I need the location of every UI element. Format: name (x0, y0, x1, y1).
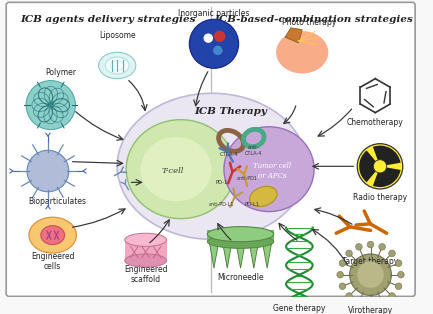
Text: anti-PD1: anti-PD1 (237, 176, 258, 181)
Circle shape (339, 283, 346, 290)
Text: T-cell: T-cell (162, 167, 184, 175)
Text: Bioparticulates: Bioparticulates (29, 197, 87, 206)
Text: ICB-based-combination strategies: ICB-based-combination strategies (214, 14, 413, 24)
Circle shape (373, 160, 387, 173)
Circle shape (397, 271, 404, 278)
Text: Liposome: Liposome (99, 31, 136, 40)
Ellipse shape (41, 226, 65, 245)
Bar (125, 240, 167, 261)
Ellipse shape (141, 137, 211, 201)
Circle shape (346, 293, 352, 299)
Text: CTLA-4: CTLA-4 (220, 152, 239, 157)
Ellipse shape (249, 187, 277, 207)
Circle shape (379, 299, 385, 306)
Ellipse shape (99, 52, 136, 79)
Ellipse shape (117, 93, 307, 239)
Circle shape (357, 144, 403, 189)
Ellipse shape (224, 127, 314, 212)
Text: Photo therapy: Photo therapy (282, 18, 336, 27)
Circle shape (389, 293, 395, 299)
Text: anti-
CTLA-4: anti- CTLA-4 (245, 145, 262, 156)
Text: Inorganic particles: Inorganic particles (178, 9, 250, 18)
Circle shape (350, 254, 391, 295)
Ellipse shape (125, 233, 167, 246)
Text: Engineered
cells: Engineered cells (31, 252, 74, 271)
Text: PD-1: PD-1 (215, 180, 228, 185)
Ellipse shape (125, 254, 167, 267)
Circle shape (395, 260, 402, 267)
Circle shape (27, 150, 69, 192)
Text: Virotherapy: Virotherapy (348, 306, 393, 314)
Circle shape (189, 19, 239, 68)
Text: Tumor cell
or APCs: Tumor cell or APCs (253, 162, 291, 180)
Wedge shape (373, 166, 401, 187)
Circle shape (204, 33, 213, 43)
Polygon shape (249, 242, 259, 268)
Text: Radio therapy: Radio therapy (353, 193, 407, 202)
Text: PD-L1: PD-L1 (244, 202, 259, 207)
Ellipse shape (29, 217, 76, 253)
Circle shape (379, 244, 385, 250)
Circle shape (367, 301, 374, 308)
Circle shape (337, 271, 343, 278)
Text: Microneedle: Microneedle (217, 273, 264, 282)
Wedge shape (373, 146, 401, 166)
Bar (207, 230, 274, 242)
Ellipse shape (207, 235, 274, 248)
Polygon shape (209, 242, 219, 268)
Circle shape (389, 250, 395, 257)
Circle shape (214, 30, 225, 42)
FancyBboxPatch shape (6, 2, 415, 296)
Circle shape (355, 244, 362, 250)
Text: Polymer: Polymer (45, 68, 76, 77)
Circle shape (367, 241, 374, 248)
Circle shape (346, 250, 352, 257)
Polygon shape (223, 242, 232, 268)
Polygon shape (262, 242, 272, 268)
Circle shape (26, 81, 75, 130)
Text: ICB agents delivery strategies: ICB agents delivery strategies (20, 14, 196, 24)
Ellipse shape (126, 120, 235, 219)
Ellipse shape (110, 61, 124, 70)
Polygon shape (285, 28, 302, 43)
Text: anti-PD-L1: anti-PD-L1 (209, 202, 234, 207)
Text: Engineered
scaffold: Engineered scaffold (124, 265, 168, 284)
Polygon shape (236, 242, 245, 268)
Circle shape (355, 299, 362, 306)
Circle shape (395, 283, 402, 290)
Ellipse shape (105, 57, 129, 74)
Text: ICB Therapy: ICB Therapy (194, 107, 268, 116)
Wedge shape (359, 150, 380, 182)
Ellipse shape (207, 227, 274, 242)
Circle shape (339, 260, 346, 267)
Text: Target therapy: Target therapy (343, 257, 399, 266)
Text: Chemotherapy: Chemotherapy (347, 117, 404, 127)
Circle shape (357, 262, 384, 288)
Ellipse shape (276, 31, 328, 73)
Circle shape (213, 46, 223, 55)
Text: Gene therapy: Gene therapy (273, 304, 326, 313)
